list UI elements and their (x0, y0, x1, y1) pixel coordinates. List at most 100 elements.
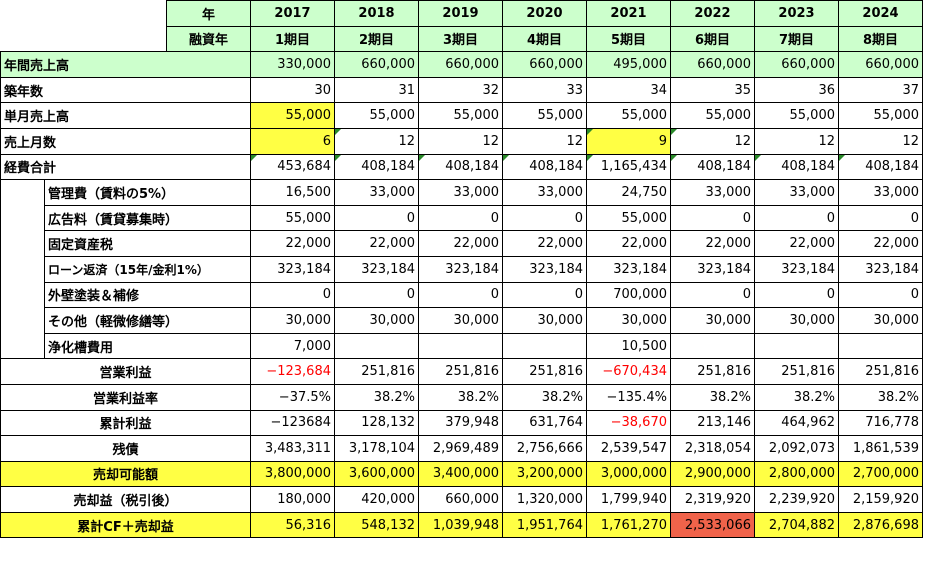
value-cell[interactable]: 408,184 (838, 153, 923, 181)
value-cell[interactable]: 32 (418, 76, 503, 104)
value-cell[interactable]: 700,000 (586, 281, 671, 309)
value-cell[interactable]: 38.2% (670, 383, 755, 411)
value-cell[interactable]: 12 (754, 127, 839, 155)
period-header-row-cell[interactable]: 2期目 (334, 25, 419, 53)
value-cell[interactable]: −670,434 (586, 358, 671, 385)
value-cell[interactable]: 55,000 (418, 102, 503, 129)
value-cell[interactable]: 0 (418, 281, 503, 309)
value-cell[interactable]: 2,318,054 (670, 435, 755, 462)
value-cell[interactable]: 22,000 (418, 230, 503, 257)
value-cell[interactable]: 55,000 (250, 204, 335, 232)
value-cell[interactable]: 55,000 (586, 102, 671, 129)
value-cell[interactable]: 2,876,698 (838, 511, 923, 539)
value-cell[interactable]: 0 (502, 281, 587, 309)
value-cell[interactable]: 408,184 (418, 153, 503, 181)
value-cell[interactable]: 323,184 (418, 255, 503, 283)
value-cell[interactable] (670, 332, 755, 360)
value-cell[interactable]: 0 (754, 281, 839, 309)
value-cell[interactable]: 660,000 (418, 51, 503, 78)
value-cell[interactable]: 330,000 (250, 51, 335, 78)
year-header-row-label[interactable]: 年 (166, 0, 251, 27)
value-cell[interactable]: 55,000 (502, 102, 587, 129)
value-cell[interactable]: 0 (670, 281, 755, 309)
value-cell[interactable]: 10,500 (586, 332, 671, 360)
year-header-row-cell[interactable]: 2023 (754, 0, 839, 27)
value-cell[interactable]: 660,000 (670, 51, 755, 78)
value-cell[interactable]: 55,000 (250, 102, 335, 129)
row-label[interactable]: 営業利益率 (0, 383, 251, 411)
indent-cell[interactable] (0, 179, 45, 206)
value-cell[interactable]: 37 (838, 76, 923, 104)
row-label[interactable]: 年間売上高 (0, 51, 251, 78)
value-cell[interactable]: 30,000 (838, 307, 923, 334)
period-header-row-cell[interactable]: 4期目 (502, 25, 587, 53)
value-cell[interactable]: 22,000 (670, 230, 755, 257)
row-label[interactable]: 浄化槽費用 (44, 332, 251, 360)
value-cell[interactable]: 323,184 (334, 255, 419, 283)
value-cell[interactable]: 408,184 (670, 153, 755, 181)
value-cell[interactable]: 323,184 (670, 255, 755, 283)
value-cell[interactable]: 22,000 (502, 230, 587, 257)
value-cell[interactable]: 22,000 (334, 230, 419, 257)
indent-cell[interactable] (0, 205, 45, 231)
value-cell[interactable]: 2,900,000 (670, 460, 755, 488)
value-cell[interactable]: 56,316 (250, 511, 335, 539)
value-cell[interactable]: 2,704,882 (754, 511, 839, 539)
value-cell[interactable]: 16,500 (250, 179, 335, 206)
value-cell[interactable]: 33,000 (334, 179, 419, 206)
period-header-row-cell[interactable]: 7期目 (754, 25, 839, 53)
value-cell[interactable]: 379,948 (418, 409, 503, 437)
value-cell[interactable]: 408,184 (502, 153, 587, 181)
value-cell[interactable]: 0 (418, 204, 503, 232)
value-cell[interactable]: 36 (754, 76, 839, 104)
value-cell[interactable]: 12 (838, 127, 923, 155)
period-header-row-label[interactable]: 融資年 (166, 25, 251, 53)
value-cell[interactable]: 660,000 (838, 51, 923, 78)
value-cell[interactable]: −135.4% (586, 383, 671, 411)
value-cell[interactable]: 420,000 (334, 486, 419, 513)
value-cell[interactable]: 30,000 (586, 307, 671, 334)
year-header-row-cell[interactable]: 2018 (334, 0, 419, 27)
value-cell[interactable]: 2,092,073 (754, 435, 839, 462)
value-cell[interactable] (418, 332, 503, 360)
value-cell[interactable]: 323,184 (754, 255, 839, 283)
year-header-row-cell[interactable]: 2024 (838, 0, 923, 27)
value-cell[interactable]: 1,951,764 (502, 511, 587, 539)
value-cell[interactable]: 2,800,000 (754, 460, 839, 488)
value-cell[interactable]: 408,184 (754, 153, 839, 181)
row-label[interactable]: 固定資産税 (44, 230, 251, 257)
value-cell[interactable]: 251,816 (754, 358, 839, 385)
year-header-row-cell[interactable]: 2022 (670, 0, 755, 27)
value-cell[interactable]: 12 (670, 127, 755, 155)
value-cell[interactable]: 660,000 (418, 486, 503, 513)
value-cell[interactable]: 38.2% (418, 383, 503, 411)
row-label[interactable]: 築年数 (0, 76, 251, 104)
value-cell[interactable]: 631,764 (502, 409, 587, 437)
value-cell[interactable]: 3,483,311 (250, 435, 335, 462)
value-cell[interactable]: 660,000 (502, 51, 587, 78)
value-cell[interactable]: 55,000 (754, 102, 839, 129)
year-header-row-cell[interactable]: 2017 (250, 0, 335, 27)
value-cell[interactable]: 2,533,066 (670, 511, 755, 539)
value-cell[interactable]: 251,816 (838, 358, 923, 385)
value-cell[interactable]: 7,000 (250, 332, 335, 360)
value-cell[interactable]: 408,184 (334, 153, 419, 181)
value-cell[interactable]: 251,816 (502, 358, 587, 385)
value-cell[interactable]: 2,756,666 (502, 435, 587, 462)
row-label[interactable]: 管理費（賃料の5%） (44, 179, 251, 206)
value-cell[interactable]: 55,000 (838, 102, 923, 129)
row-label[interactable]: 売却可能額 (0, 460, 251, 488)
value-cell[interactable]: −37.5% (250, 383, 335, 411)
row-label[interactable]: その他（軽微修繕等） (44, 307, 251, 334)
row-label[interactable]: 営業利益 (0, 358, 251, 385)
value-cell[interactable]: 38.2% (754, 383, 839, 411)
value-cell[interactable]: 716,778 (838, 409, 923, 437)
value-cell[interactable]: 213,146 (670, 409, 755, 437)
value-cell[interactable]: 548,132 (334, 511, 419, 539)
value-cell[interactable]: 30,000 (250, 307, 335, 334)
indent-cell[interactable] (0, 307, 45, 334)
value-cell[interactable]: 33,000 (838, 179, 923, 206)
year-header-row-cell[interactable]: 2020 (502, 0, 587, 27)
row-label[interactable]: 売上月数 (0, 127, 251, 155)
value-cell[interactable] (754, 332, 839, 360)
